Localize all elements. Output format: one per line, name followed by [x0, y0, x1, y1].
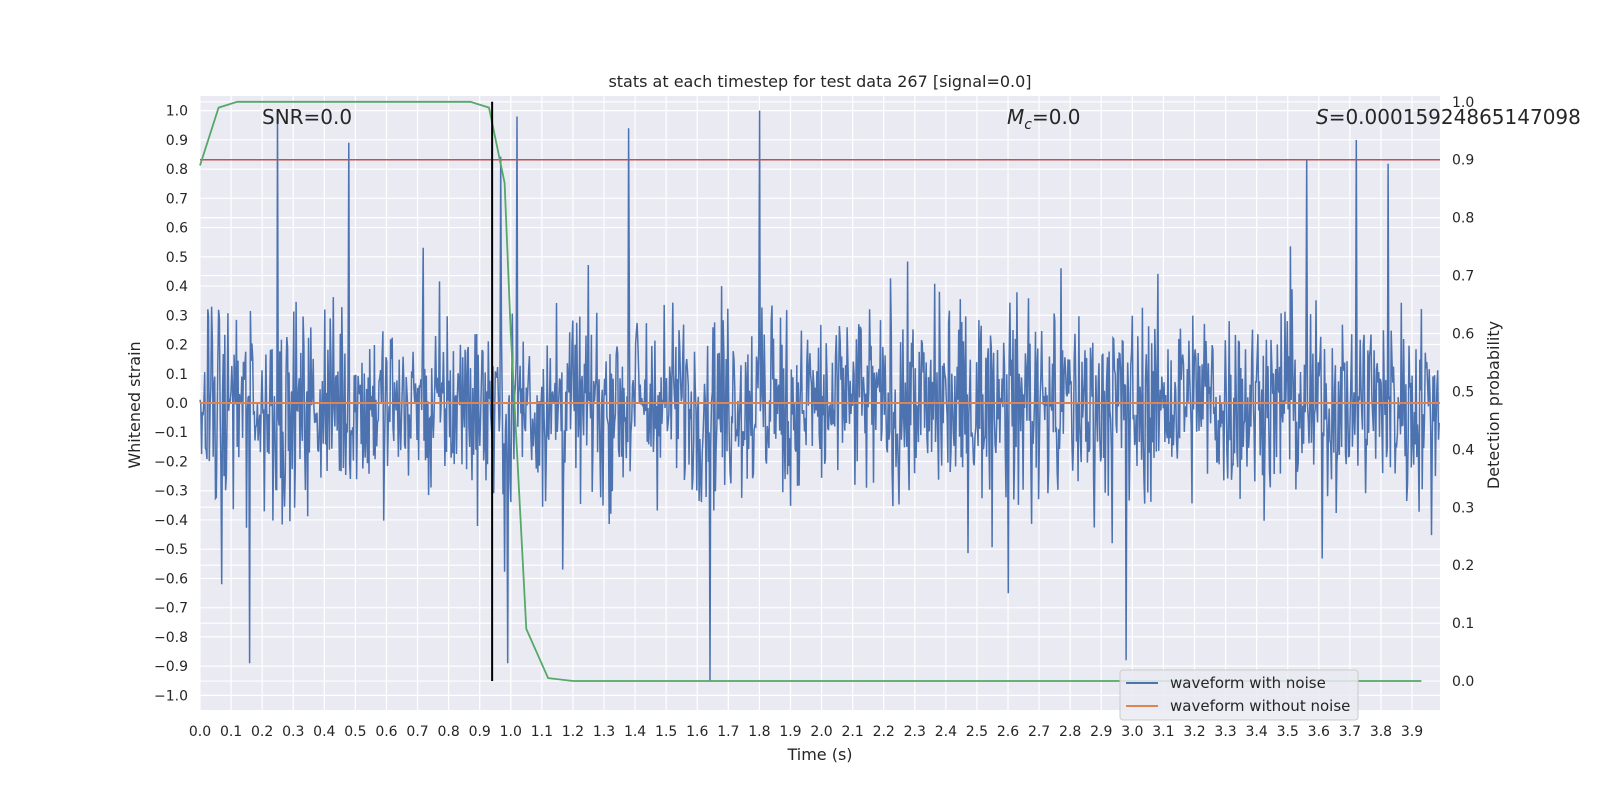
- s-value: =0.00015924865147098: [1329, 105, 1581, 129]
- x-tick-label: 0.0: [189, 724, 211, 740]
- x-tick-label: 3.2: [1183, 724, 1205, 740]
- y2-tick-label: 0.1: [1452, 616, 1474, 632]
- mc-symbol: M: [1007, 105, 1024, 129]
- y-tick-label: −0.1: [154, 425, 188, 441]
- x-tick-label: 3.8: [1370, 724, 1392, 740]
- y-tick-label: 0.0: [166, 396, 188, 412]
- noise-series: [199, 110, 1440, 681]
- y2-tick-label: 0.0: [1452, 674, 1474, 690]
- y-tick-label: −1.0: [154, 688, 188, 704]
- y-axis-label: Whitened strain: [125, 341, 144, 468]
- x-axis-label: Time (s): [786, 745, 852, 764]
- x-tick-label: 1.5: [655, 724, 677, 740]
- x-tick-label: 0.1: [220, 724, 242, 740]
- x-tick-label: 3.9: [1401, 724, 1423, 740]
- x-tick-label: 0.4: [313, 724, 335, 740]
- x-tick-label: 2.4: [935, 724, 957, 740]
- y2-tick-label: 0.7: [1452, 269, 1474, 285]
- y-tick-label: −0.3: [154, 484, 188, 500]
- x-tick-label: 3.6: [1308, 724, 1330, 740]
- y-tick-label: −0.7: [154, 601, 188, 617]
- y-tick-label: 0.5: [166, 250, 188, 266]
- x-tick-label: 1.9: [779, 724, 801, 740]
- s-symbol: S: [1316, 105, 1329, 129]
- x-tick-label: 0.7: [406, 724, 428, 740]
- x-tick-label: 1.1: [531, 724, 553, 740]
- y-tick-label: 1.0: [166, 104, 188, 120]
- y2-axis-label: Detection probability: [1484, 321, 1503, 489]
- y2-tick-label: 0.9: [1452, 153, 1474, 169]
- y2-tick-label: 0.4: [1452, 442, 1474, 458]
- x-tick-label: 3.4: [1246, 724, 1268, 740]
- y-tick-label: 0.7: [166, 191, 188, 207]
- y-tick-label: 0.3: [166, 308, 188, 324]
- x-tick-label: 2.5: [966, 724, 988, 740]
- x-tick-label: 3.1: [1152, 724, 1174, 740]
- x-tick-label: 2.6: [997, 724, 1019, 740]
- legend-box: [1119, 669, 1359, 721]
- x-tick-label: 1.2: [562, 724, 584, 740]
- y2-tick-label: 0.5: [1452, 384, 1474, 400]
- x-tick-label: 2.3: [904, 724, 926, 740]
- noise-waveform-path: [199, 110, 1440, 681]
- mc-subscript: c: [1024, 117, 1032, 133]
- y2-tick-label: 0.2: [1452, 558, 1474, 574]
- x-tick-label: 1.8: [748, 724, 770, 740]
- x-tick-label: 2.2: [873, 724, 895, 740]
- x-tick-label: 3.0: [1121, 724, 1143, 740]
- x-ticks: 0.0 0.1 0.2 0.3 0.4 0.5 0.6 0.7 0.8 0.9 1.0 1.1 1.2 1…: [189, 724, 1423, 740]
- y-ticks: 1.0 0.9 0.8 0.7 0.6 0.5 0.4 0.3 0.2 0.1 0.0 −0.1 −0.…: [154, 104, 188, 705]
- x-tick-label: 0.3: [282, 724, 304, 740]
- y2-tick-label: 0.8: [1452, 211, 1474, 227]
- legend: waveform with noise waveform without noi…: [1119, 669, 1359, 721]
- x-tick-label: 0.2: [251, 724, 273, 740]
- mc-annotation: Mc=0.0: [1007, 105, 1081, 133]
- probability-line: [199, 100, 1422, 682]
- y-tick-label: −0.4: [154, 513, 188, 529]
- y-tick-label: −0.5: [154, 542, 188, 558]
- x-tick-label: 3.5: [1277, 724, 1299, 740]
- x-tick-label: 3.7: [1339, 724, 1361, 740]
- x-tick-label: 1.3: [593, 724, 615, 740]
- x-tick-label: 2.0: [810, 724, 832, 740]
- y-tick-label: 0.6: [166, 221, 188, 237]
- y-tick-label: −0.9: [154, 659, 188, 675]
- legend-label-clean: waveform without noise: [1170, 697, 1350, 715]
- x-tick-label: 1.4: [624, 724, 646, 740]
- y-tick-label: 0.2: [166, 338, 188, 354]
- x-tick-label: 1.0: [500, 724, 522, 740]
- y-tick-label: 0.8: [166, 162, 188, 178]
- y2-tick-label: 0.6: [1452, 326, 1474, 342]
- y2-tick-label: 0.3: [1452, 500, 1474, 516]
- y2-tick-label: 1.0: [1452, 95, 1474, 111]
- y-tick-label: −0.8: [154, 630, 188, 646]
- y-tick-label: 0.4: [166, 279, 188, 295]
- y-tick-label: −0.6: [154, 571, 188, 587]
- x-tick-label: 2.8: [1059, 724, 1081, 740]
- x-tick-label: 0.9: [469, 724, 491, 740]
- x-tick-label: 2.9: [1090, 724, 1112, 740]
- x-tick-label: 2.7: [1028, 724, 1050, 740]
- x-tick-label: 1.6: [686, 724, 708, 740]
- y-tick-label: 0.1: [166, 367, 188, 383]
- y-tick-label: 0.9: [166, 133, 188, 149]
- x-tick-label: 0.8: [437, 724, 459, 740]
- x-tick-label: 3.3: [1214, 724, 1236, 740]
- snr-annotation: SNR=0.0: [262, 105, 352, 129]
- legend-label-noise: waveform with noise: [1170, 674, 1326, 692]
- y2-ticks: 1.0 0.9 0.8 0.7 0.6 0.5 0.4 0.3 0.2 0.1 0.0: [1452, 95, 1474, 690]
- y-tick-label: −0.2: [154, 454, 188, 470]
- chart-title: stats at each timestep for test data 267…: [608, 72, 1031, 91]
- x-tick-label: 1.7: [717, 724, 739, 740]
- x-tick-label: 0.5: [344, 724, 366, 740]
- x-tick-label: 0.6: [375, 724, 397, 740]
- mc-value: =0.0: [1032, 105, 1081, 129]
- s-annotation: S=0.00015924865147098: [1316, 105, 1581, 129]
- x-tick-label: 2.1: [841, 724, 863, 740]
